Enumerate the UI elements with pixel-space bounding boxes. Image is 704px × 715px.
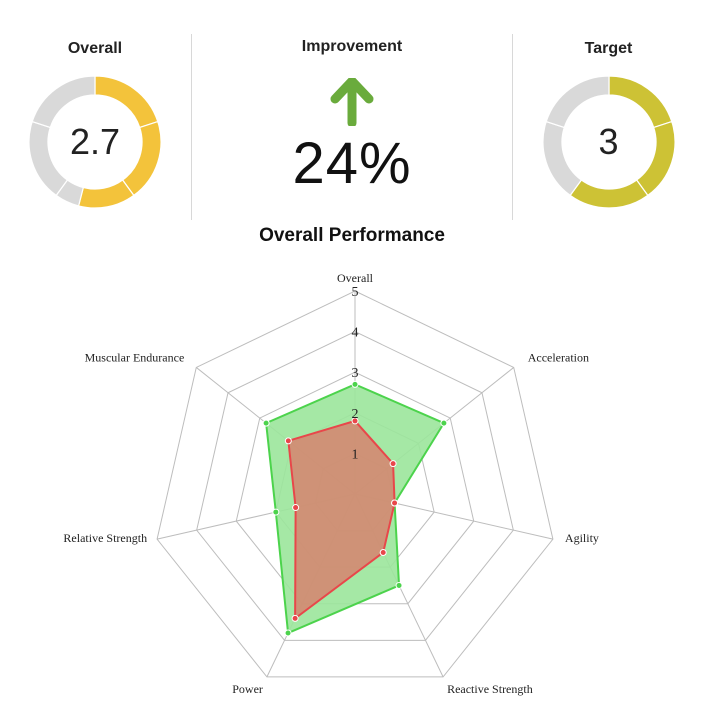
radar-data-point [284, 629, 292, 637]
radar-tick-label: 2 [352, 407, 359, 422]
radar-data-point [351, 417, 359, 425]
radar-axis-label: Agility [565, 531, 599, 545]
target-donut-segment [544, 75, 610, 129]
radar-data-point [292, 504, 300, 512]
radar-axis-label: Muscular Endurance [85, 350, 185, 364]
radar-axis-label: Reactive Strength [447, 682, 533, 696]
radar-data-point [391, 499, 399, 507]
radar-chart-title: Overall Performance [259, 225, 445, 246]
overall-kpi-panel: Overall 2.7 [0, 30, 190, 225]
improvement-kpi-value: 24% [292, 131, 412, 196]
radar-data-point [379, 549, 387, 557]
radar-data-point [440, 419, 448, 427]
divider-left [191, 34, 192, 220]
radar-axis-label: Power [232, 682, 263, 696]
target-kpi-title: Target [584, 40, 633, 57]
radar-tick-label: 3 [352, 366, 359, 381]
radar-grid-ring [156, 290, 554, 678]
radar-axis-label: Acceleration [528, 350, 589, 364]
radar-data-point [351, 380, 359, 388]
radar-series-area [287, 419, 396, 621]
radar-data-point [395, 581, 403, 589]
divider-right [512, 34, 513, 220]
target-donut-chart [541, 75, 676, 209]
radar-tick-label: 4 [352, 326, 359, 341]
radar-data-point [262, 419, 270, 427]
arrow-up-icon [330, 78, 374, 126]
overall-donut-segment [31, 75, 96, 129]
radar-grid-ring [196, 331, 514, 641]
overall-kpi-value: 2.7 [69, 121, 121, 162]
target-kpi-value: 3 [598, 121, 619, 162]
radar-data-point [284, 437, 292, 445]
radar-tick-label: 1 [352, 447, 359, 462]
overall-donut-chart [28, 75, 162, 209]
radar-data-point [291, 614, 299, 622]
overall-kpi-title: Overall [67, 40, 123, 57]
radar-data-point [272, 508, 280, 516]
radar-axis-label: Relative Strength [63, 531, 147, 545]
target-kpi-panel: Target 3 [513, 30, 704, 225]
radar-data-point [389, 460, 397, 468]
radar-tick-label: 5 [352, 285, 359, 300]
improvement-kpi-title: Improvement [301, 38, 403, 55]
improvement-kpi-panel: Improvement 24% [192, 30, 512, 225]
radar-axis-label: Overall [337, 271, 374, 285]
